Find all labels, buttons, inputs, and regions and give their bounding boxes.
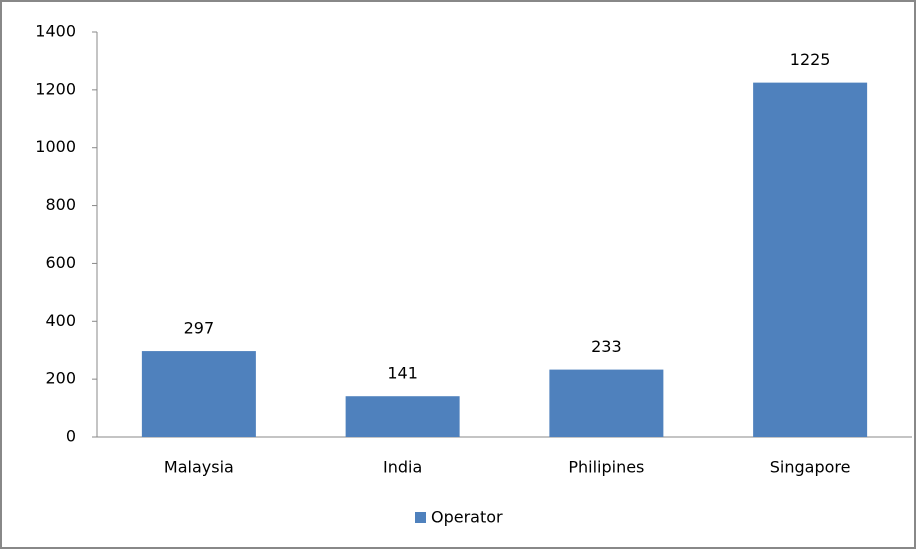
bar (141, 351, 256, 437)
x-tick-label: India (383, 458, 422, 477)
y-tick-label: 600 (45, 253, 76, 272)
y-tick-label: 0 (66, 427, 76, 446)
legend-swatch (415, 512, 426, 523)
bar (753, 82, 868, 437)
data-label: 233 (591, 337, 622, 356)
y-tick-label: 1400 (35, 22, 76, 41)
data-label: 297 (184, 319, 215, 338)
y-tick-label: 200 (45, 369, 76, 388)
legend-label: Operator (431, 508, 503, 527)
data-label: 141 (387, 364, 418, 383)
y-tick-label: 1200 (35, 79, 76, 98)
x-tick-label: Malaysia (164, 458, 234, 477)
y-tick-label: 400 (45, 311, 76, 330)
y-tick-label: 800 (45, 195, 76, 214)
bar (345, 396, 460, 437)
x-tick-label: Singapore (770, 458, 851, 477)
y-tick-label: 1000 (35, 137, 76, 156)
bar (549, 369, 664, 437)
x-tick-label: Philipines (568, 458, 644, 477)
data-label: 1225 (790, 50, 831, 69)
